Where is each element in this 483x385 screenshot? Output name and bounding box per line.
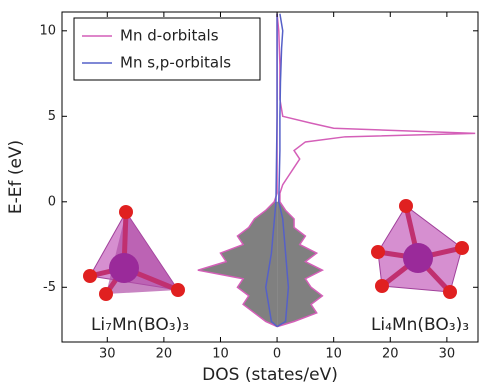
y-tick-label: 0: [48, 194, 56, 209]
legend-label: Mn s,p-orbitals: [120, 54, 231, 72]
annotation: Li₇Mn(BO₃)₃: [91, 315, 189, 335]
y-tick-label: -5: [43, 280, 56, 295]
x-tick-label: 30: [99, 347, 116, 362]
annotation: Li₄Mn(BO₃)₃: [371, 315, 469, 335]
legend-label: Mn d-orbitals: [120, 27, 219, 45]
y-tick-label: 10: [39, 23, 56, 38]
y-tick-label: 5: [48, 109, 56, 124]
x-tick-label: 0: [273, 347, 281, 362]
y-axis-label: E-Ef (eV): [6, 140, 26, 214]
x-tick-label: 10: [212, 347, 229, 362]
x-tick-label: 10: [325, 347, 342, 362]
x-tick-label: 20: [156, 347, 173, 362]
x-axis-label: DOS (states/eV): [202, 365, 338, 385]
x-tick-label: 30: [439, 347, 456, 362]
chart: Li₇Mn(BO₃)₃ Li₄Mn(BO₃)₃ DOS (states/eV) …: [0, 0, 483, 385]
x-tick-label: 20: [382, 347, 399, 362]
